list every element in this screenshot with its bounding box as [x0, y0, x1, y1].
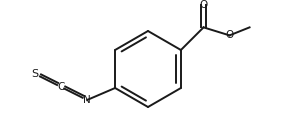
Text: N: N: [83, 95, 91, 105]
Text: C: C: [57, 82, 65, 92]
Text: S: S: [31, 69, 39, 79]
Text: O: O: [226, 30, 234, 40]
Text: O: O: [199, 0, 208, 10]
